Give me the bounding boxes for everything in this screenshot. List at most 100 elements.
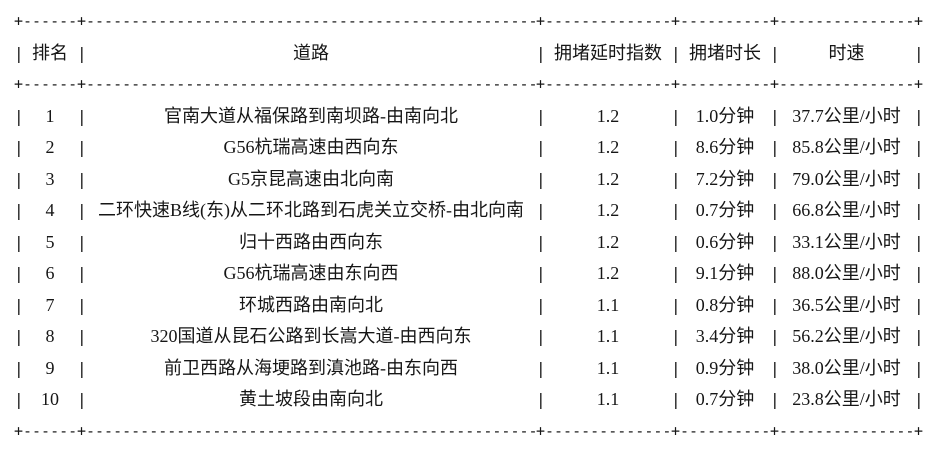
- border-junction: +: [914, 75, 923, 93]
- column-separator: |: [536, 43, 546, 63]
- border-dash: ----------------------------------------…: [545, 421, 671, 440]
- column-separator: |: [536, 106, 546, 126]
- cell-rank: 1: [45, 105, 55, 126]
- border-junction: +: [536, 12, 545, 30]
- cell-delay-index: 1.2: [596, 168, 620, 189]
- header-delay-index: 拥堵延时指数: [554, 42, 662, 63]
- border-dash: ----------------------------------------…: [86, 12, 536, 30]
- cell-speed: 37.7公里/小时: [792, 105, 901, 126]
- table-border-top: + --------------------------------------…: [14, 6, 941, 38]
- column-separator: |: [536, 327, 546, 346]
- cell-duration: 1.0分钟: [695, 105, 755, 126]
- column-separator: |: [77, 264, 87, 283]
- table-row: | 8 | 320国道从昆石公路到长嵩大道-由西向东 | 1.1 | 3.4分钟…: [14, 321, 941, 353]
- table-row: | 7 | 环城西路由南向北 | 1.1 | 0.8分钟 | 36.5公里/小时…: [14, 290, 941, 322]
- column-separator: |: [914, 169, 924, 189]
- border-dash: ----------------------------------------…: [23, 12, 77, 30]
- column-separator: |: [536, 390, 546, 409]
- table-row: | 9 | 前卫西路从海埂路到滇池路-由东向西 | 1.1 | 0.9分钟 | …: [14, 353, 941, 385]
- cell-speed: 88.0公里/小时: [792, 263, 901, 283]
- cell-road: G56杭瑞高速由西向东: [223, 137, 399, 157]
- border-junction: +: [14, 12, 23, 30]
- cell-duration: 7.2分钟: [695, 168, 755, 189]
- cell-road: 黄土坡段由南向北: [239, 389, 383, 409]
- border-dash: ----------------------------------------…: [23, 421, 77, 440]
- column-separator: |: [14, 106, 24, 126]
- column-separator: |: [671, 232, 681, 252]
- header-rank: 排名: [32, 42, 68, 63]
- cell-duration: 8.6分钟: [695, 137, 755, 157]
- cell-duration: 3.4分钟: [695, 326, 755, 346]
- cell-speed: 33.1公里/小时: [792, 231, 901, 252]
- table-row: | 3 | G5京昆高速由北向南 | 1.2 | 7.2分钟 | 79.0公里/…: [14, 164, 941, 196]
- column-separator: |: [914, 295, 924, 315]
- column-separator: |: [770, 327, 780, 346]
- cell-duration: 0.7分钟: [695, 200, 755, 220]
- border-junction: +: [914, 421, 923, 440]
- column-separator: |: [14, 169, 24, 189]
- column-separator: |: [914, 358, 924, 378]
- header-speed: 时速: [828, 42, 865, 63]
- border-dash: ----------------------------------------…: [779, 421, 914, 440]
- column-separator: |: [671, 43, 681, 63]
- column-separator: |: [770, 106, 780, 126]
- cell-duration: 0.9分钟: [695, 357, 755, 378]
- border-junction: +: [77, 75, 86, 93]
- column-separator: |: [77, 169, 87, 189]
- table-header-row: | 排名 | 道路 | 拥堵延时指数 | 拥堵时长 | 时速 |: [14, 38, 941, 70]
- column-separator: |: [14, 295, 24, 315]
- cell-road: 前卫西路从海埂路到滇池路-由东向西: [164, 357, 458, 378]
- column-separator: |: [77, 390, 87, 409]
- column-separator: |: [536, 232, 546, 252]
- column-separator: |: [14, 358, 24, 378]
- table-border-bottom: + --------------------------------------…: [14, 416, 941, 448]
- border-junction: +: [671, 421, 680, 440]
- border-dash: ----------------------------------------…: [680, 421, 770, 440]
- table-row: | 4 | 二环快速B线(东)从二环北路到石虎关立交桥-由北向南 | 1.2 |…: [14, 195, 941, 227]
- column-separator: |: [14, 201, 24, 220]
- border-dash: ----------------------------------------…: [779, 75, 914, 93]
- column-separator: |: [77, 106, 87, 126]
- column-separator: |: [14, 327, 24, 346]
- column-separator: |: [671, 390, 681, 409]
- cell-rank: 4: [45, 200, 55, 220]
- column-separator: |: [770, 138, 780, 157]
- column-separator: |: [770, 169, 780, 189]
- column-separator: |: [77, 138, 87, 157]
- column-separator: |: [77, 358, 87, 378]
- table-row: | 1 | 官南大道从福保路到南坝路-由南向北 | 1.2 | 1.0分钟 | …: [14, 101, 941, 133]
- column-separator: |: [914, 232, 924, 252]
- cell-delay-index: 1.1: [596, 294, 620, 315]
- cell-duration: 9.1分钟: [695, 263, 755, 283]
- table-row: | 10 | 黄土坡段由南向北 | 1.1 | 0.7分钟 | 23.8公里/小…: [14, 384, 941, 416]
- column-separator: |: [770, 358, 780, 378]
- column-separator: |: [77, 327, 87, 346]
- column-separator: |: [14, 390, 24, 409]
- table-row: | 6 | G56杭瑞高速由东向西 | 1.2 | 9.1分钟 | 88.0公里…: [14, 258, 941, 290]
- cell-road: 二环快速B线(东)从二环北路到石虎关立交桥-由北向南: [98, 200, 524, 220]
- cell-rank: 8: [45, 326, 55, 346]
- cell-rank: 10: [41, 389, 59, 409]
- cell-road: 320国道从昆石公路到长嵩大道-由西向东: [150, 326, 472, 346]
- cell-delay-index: 1.2: [596, 137, 620, 157]
- cell-road: G5京昆高速由北向南: [228, 168, 394, 189]
- cell-road: 环城西路由南向北: [239, 294, 383, 315]
- column-separator: |: [914, 201, 924, 220]
- cell-speed: 79.0公里/小时: [792, 168, 901, 189]
- cell-delay-index: 1.2: [596, 231, 620, 252]
- column-separator: |: [536, 138, 546, 157]
- cell-delay-index: 1.1: [596, 326, 620, 346]
- column-separator: |: [671, 264, 681, 283]
- column-separator: |: [536, 169, 546, 189]
- cell-duration: 0.8分钟: [695, 294, 755, 315]
- column-separator: |: [914, 327, 924, 346]
- column-separator: |: [671, 358, 681, 378]
- cell-rank: 9: [45, 357, 55, 378]
- column-separator: |: [770, 295, 780, 315]
- cell-duration: 0.6分钟: [695, 231, 755, 252]
- border-junction: +: [14, 75, 23, 93]
- header-road: 道路: [293, 42, 329, 63]
- column-separator: |: [14, 264, 24, 283]
- column-separator: |: [77, 201, 87, 220]
- column-separator: |: [671, 169, 681, 189]
